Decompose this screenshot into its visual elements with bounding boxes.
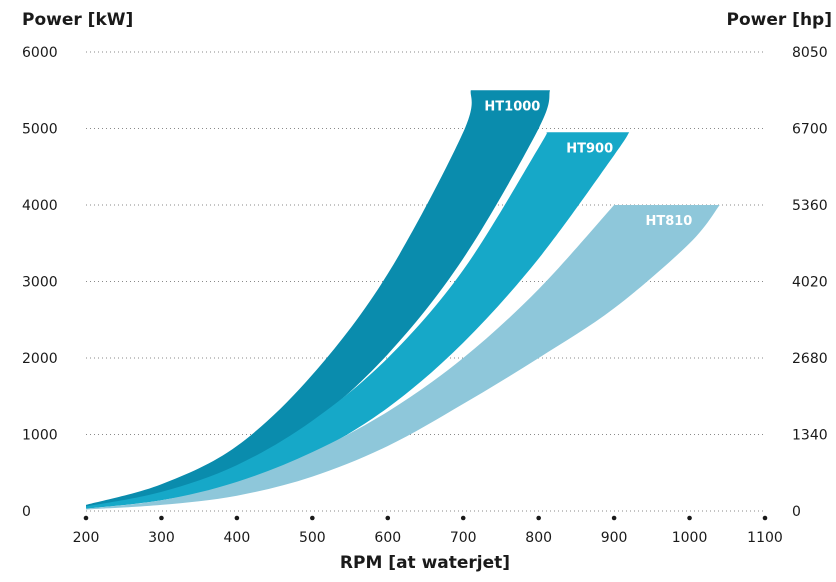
y-tick-right: 2680 [792,351,828,367]
x-tick-label: 200 [73,530,100,546]
band-label: HT900 [566,141,613,156]
x-tick-label: 300 [148,530,175,546]
x-tick-dot [385,515,391,521]
x-tick-dot [310,515,315,521]
x-tick-dot [536,515,541,521]
x-tick-dot [234,515,240,521]
x-tick-dot [460,515,466,521]
y-tick-right: 1340 [792,428,828,444]
y-tick-left: 4000 [22,198,58,214]
band-label: HT810 [645,214,692,229]
y-axis-ticks: 0 0 1000 1340 2000 2680 3000 4020 4000 5360 5000 67… [22,45,828,520]
x-tick-label: 400 [224,530,251,546]
band-ht810 [86,198,720,510]
x-axis-ticks: 200 300 400 500 600 700 800 900 1000 1100 [73,515,783,546]
x-tick-dot [762,515,768,521]
y-tick-left: 6000 [22,45,58,61]
y-tick-right: 0 [792,504,801,520]
x-tick-label: 600 [374,530,401,546]
left-axis-title: Power [kW] [22,10,133,30]
band-label-layer: HT1000 HT900 HT810 [484,99,692,229]
y-tick-right: 6700 [792,122,828,138]
x-tick-label: 500 [299,530,326,546]
x-tick-label: 1100 [747,530,783,546]
y-tick-left: 3000 [22,275,58,291]
band-ht1000 [86,90,550,508]
band-layer [86,90,720,510]
band-label: HT1000 [484,99,540,114]
x-tick-label: 700 [450,530,477,546]
x-tick-label: 800 [525,530,552,546]
x-tick-dot [687,515,692,521]
y-tick-left: 1000 [22,428,58,444]
y-tick-left: 5000 [22,122,58,138]
x-tick-label: 1000 [672,530,708,546]
x-tick-dot [83,515,89,521]
y-tick-left: 2000 [22,351,58,367]
x-axis-title: RPM [at waterjet] [340,553,510,573]
right-axis-title: Power [hp] [727,10,833,30]
y-tick-right: 5360 [792,198,828,214]
band-ht900 [86,132,630,509]
y-tick-right: 4020 [792,275,828,291]
x-tick-label: 900 [601,530,628,546]
y-tick-right: 8050 [792,45,828,61]
y-tick-left: 0 [22,504,31,520]
x-tick-dot [611,515,617,521]
x-tick-dot [159,515,164,521]
